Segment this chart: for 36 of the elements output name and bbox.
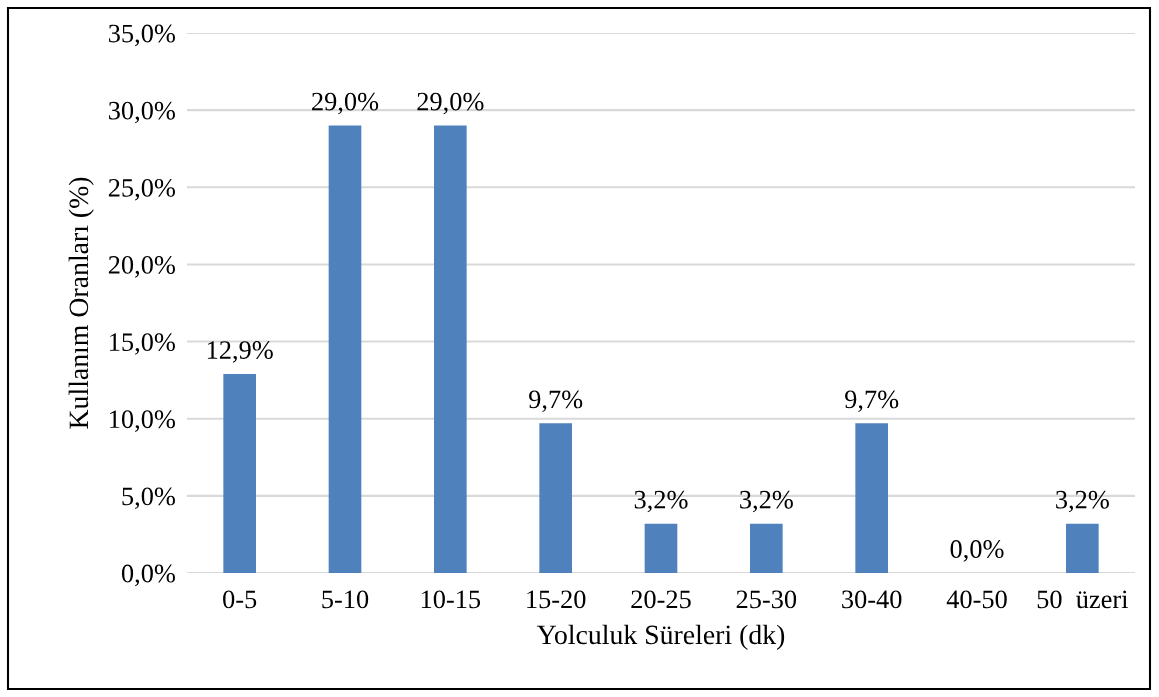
x-axis-title: Yolculuk Süreleri (dk)	[536, 624, 785, 650]
x-tick-label: 50 üzeri	[1037, 590, 1128, 609]
bar	[855, 423, 888, 573]
data-label: 9,7%	[845, 390, 899, 413]
x-tick-label: 15-20	[527, 590, 586, 609]
x-tick-label: 25-30	[736, 590, 797, 609]
data-label: 3,2%	[1056, 490, 1109, 513]
y-tick-label: 0,0%	[121, 564, 175, 587]
data-label: 9,7%	[529, 390, 583, 413]
x-tick-label: 10-15	[421, 590, 481, 609]
bar	[539, 423, 572, 573]
y-tick-label: 15,0%	[110, 333, 175, 355]
bar	[328, 125, 362, 573]
data-label: 3,2%	[740, 490, 793, 513]
y-tick-label: 30,0%	[108, 101, 175, 124]
x-tick-label: 30-40	[842, 590, 902, 609]
y-axis-title: Kullanım Oranları (%)	[68, 177, 94, 429]
x-tick-label: 5-10	[322, 590, 369, 609]
y-tick-label: 10,0%	[110, 410, 175, 432]
x-tick-label: 20-25	[631, 590, 691, 609]
y-tick-label: 20,0%	[108, 256, 175, 278]
data-label: 0,0%	[950, 540, 1004, 562]
bar	[1066, 523, 1099, 573]
bar	[644, 523, 678, 573]
y-tick-label: 25,0%	[108, 178, 175, 201]
data-label: 12,9%	[207, 341, 273, 363]
bar	[223, 373, 256, 573]
x-tick-label: 0-5	[223, 590, 257, 609]
y-tick-label: 35,0%	[108, 24, 175, 47]
data-label: 29,0%	[312, 92, 379, 115]
data-label: 29,0%	[417, 92, 484, 115]
bar	[434, 125, 467, 573]
bar	[750, 523, 783, 573]
x-tick-label: 40-50	[946, 590, 1007, 609]
y-tick-label: 5,0%	[122, 487, 175, 510]
data-label: 3,2%	[634, 490, 688, 513]
